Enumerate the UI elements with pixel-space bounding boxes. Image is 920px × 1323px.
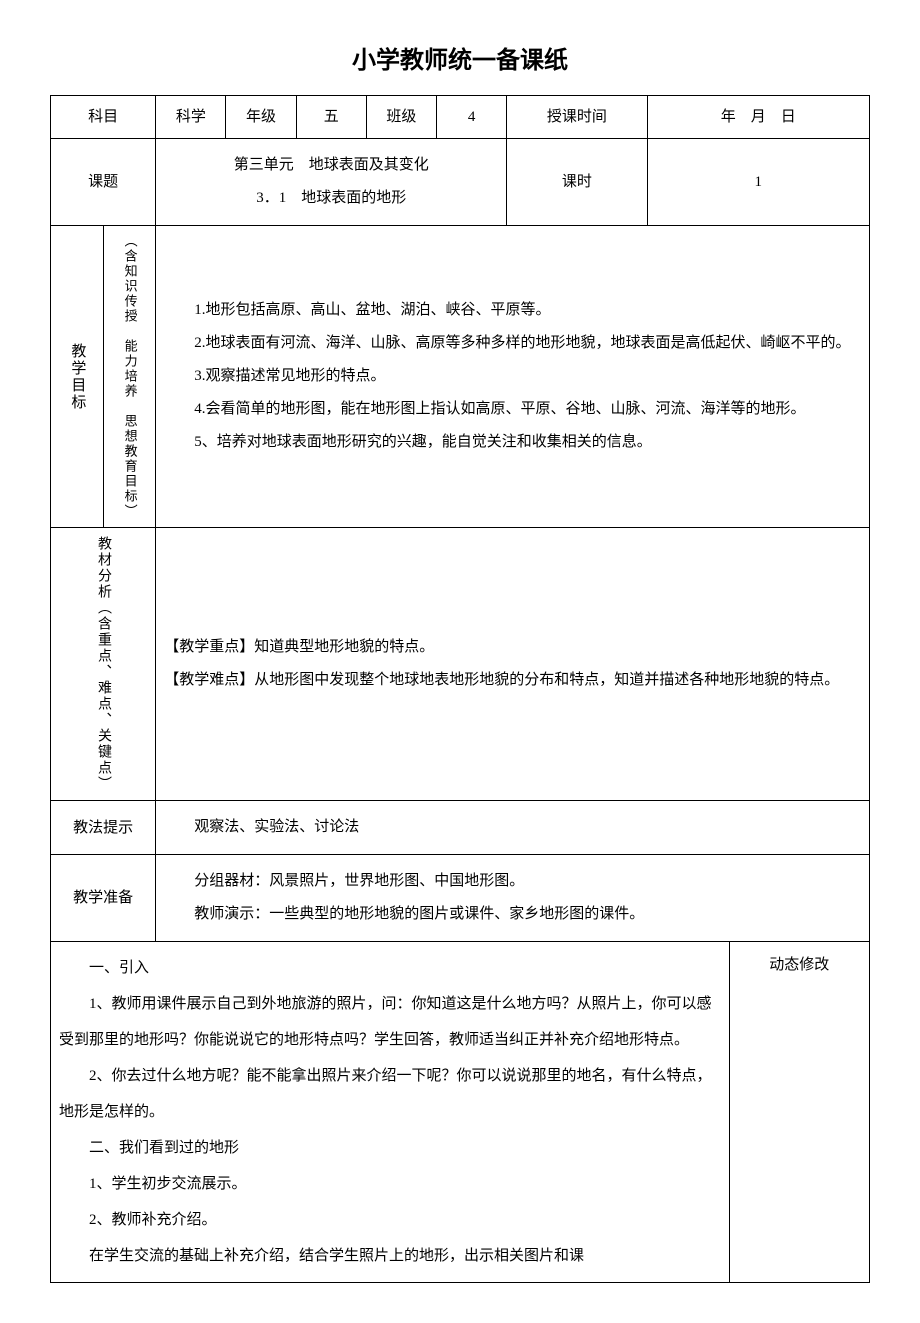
grade-label: 年级 xyxy=(226,96,296,139)
period-value: 1 xyxy=(647,139,869,226)
obj-line3: 3.观察描述常见地形的特点。 xyxy=(164,360,861,393)
content-p7: 在学生交流的基础上补充介绍，结合学生照片上的地形，出示相关图片和课 xyxy=(59,1238,721,1274)
analysis-label: 教材分析（含重点、难点、关键点） xyxy=(51,528,156,801)
page-title: 小学教师统一备课纸 xyxy=(50,40,870,75)
content-p2: 1、教师用课件展示自己到外地旅游的照片，问：你知道这是什么地方吗？从照片上，你可… xyxy=(59,986,721,1058)
content-p1: 一、引入 xyxy=(59,950,721,986)
prep-label: 教学准备 xyxy=(51,855,156,942)
period-label: 课时 xyxy=(507,139,647,226)
prep-row: 教学准备 分组器材：风景照片，世界地形图、中国地形图。 教师演示：一些典型的地形… xyxy=(51,855,870,942)
header-row: 科目 科学 年级 五 班级 4 授课时间 年 月 日 xyxy=(51,96,870,139)
time-value: 年 月 日 xyxy=(647,96,869,139)
content-p5: 1、学生初步交流展示。 xyxy=(59,1166,721,1202)
topic-line1: 第三单元 地球表面及其变化 xyxy=(234,157,429,173)
analysis-row: 教材分析（含重点、难点、关键点） 【教学重点】知道典型地形地貌的特点。 【教学难… xyxy=(51,528,870,801)
analysis-content: 【教学重点】知道典型地形地貌的特点。 【教学难点】从地形图中发现整个地球地表地形… xyxy=(156,528,870,801)
topic-row: 课题 第三单元 地球表面及其变化 3．1 地球表面的地形 课时 1 xyxy=(51,139,870,226)
side-note: 动态修改 xyxy=(729,942,870,1283)
topic-label: 课题 xyxy=(51,139,156,226)
objectives-row: 教学目标 （含知识传授 能力培养 思想教育目标） 1.地形包括高原、高山、盆地、… xyxy=(51,226,870,528)
content-p3: 2、你去过什么地方呢？能不能拿出照片来介绍一下呢？你可以说说那里的地名，有什么特… xyxy=(59,1058,721,1130)
subject-value: 科学 xyxy=(156,96,226,139)
objectives-inner-label: （含知识传授 能力培养 思想教育目标） xyxy=(103,226,156,528)
obj-line4: 4.会看简单的地形图，能在地形图上指认如高原、平原、谷地、山脉、河流、海洋等的地… xyxy=(164,393,861,426)
obj-line2: 2.地球表面有河流、海洋、山脉、高原等多种多样的地形地貌，地球表面是高低起伏、崎… xyxy=(164,327,861,360)
content-row: 一、引入 1、教师用课件展示自己到外地旅游的照片，问：你知道这是什么地方吗？从照… xyxy=(51,942,870,1283)
subject-label: 科目 xyxy=(51,96,156,139)
lesson-plan-table: 科目 科学 年级 五 班级 4 授课时间 年 月 日 课题 第三单元 地球表面及… xyxy=(50,95,870,1283)
main-content: 一、引入 1、教师用课件展示自己到外地旅游的照片，问：你知道这是什么地方吗？从照… xyxy=(51,942,730,1283)
prep-line1: 分组器材：风景照片，世界地形图、中国地形图。 xyxy=(164,865,861,898)
time-label: 授课时间 xyxy=(507,96,647,139)
class-label: 班级 xyxy=(366,96,436,139)
prep-content: 分组器材：风景照片，世界地形图、中国地形图。 教师演示：一些典型的地形地貌的图片… xyxy=(156,855,870,942)
method-label: 教法提示 xyxy=(51,801,156,855)
content-p4: 二、我们看到过的地形 xyxy=(59,1130,721,1166)
objectives-content: 1.地形包括高原、高山、盆地、湖泊、峡谷、平原等。 2.地球表面有河流、海洋、山… xyxy=(156,226,870,528)
class-value: 4 xyxy=(437,96,507,139)
grade-value: 五 xyxy=(296,96,366,139)
obj-line1: 1.地形包括高原、高山、盆地、湖泊、峡谷、平原等。 xyxy=(164,294,861,327)
topic-value: 第三单元 地球表面及其变化 3．1 地球表面的地形 xyxy=(156,139,507,226)
content-p6: 2、教师补充介绍。 xyxy=(59,1202,721,1238)
obj-line5: 5、培养对地球表面地形研究的兴趣，能自觉关注和收集相关的信息。 xyxy=(164,426,861,459)
analysis-line1: 【教学重点】知道典型地形地貌的特点。 xyxy=(164,631,861,664)
analysis-line2: 【教学难点】从地形图中发现整个地球地表地形地貌的分布和特点，知道并描述各种地形地… xyxy=(164,664,861,697)
objectives-outer-label: 教学目标 xyxy=(51,226,104,528)
method-row: 教法提示 观察法、实验法、讨论法 xyxy=(51,801,870,855)
prep-line2: 教师演示：一些典型的地形地貌的图片或课件、家乡地形图的课件。 xyxy=(164,898,861,931)
method-value: 观察法、实验法、讨论法 xyxy=(156,801,870,855)
topic-line2: 3．1 地球表面的地形 xyxy=(256,190,406,206)
